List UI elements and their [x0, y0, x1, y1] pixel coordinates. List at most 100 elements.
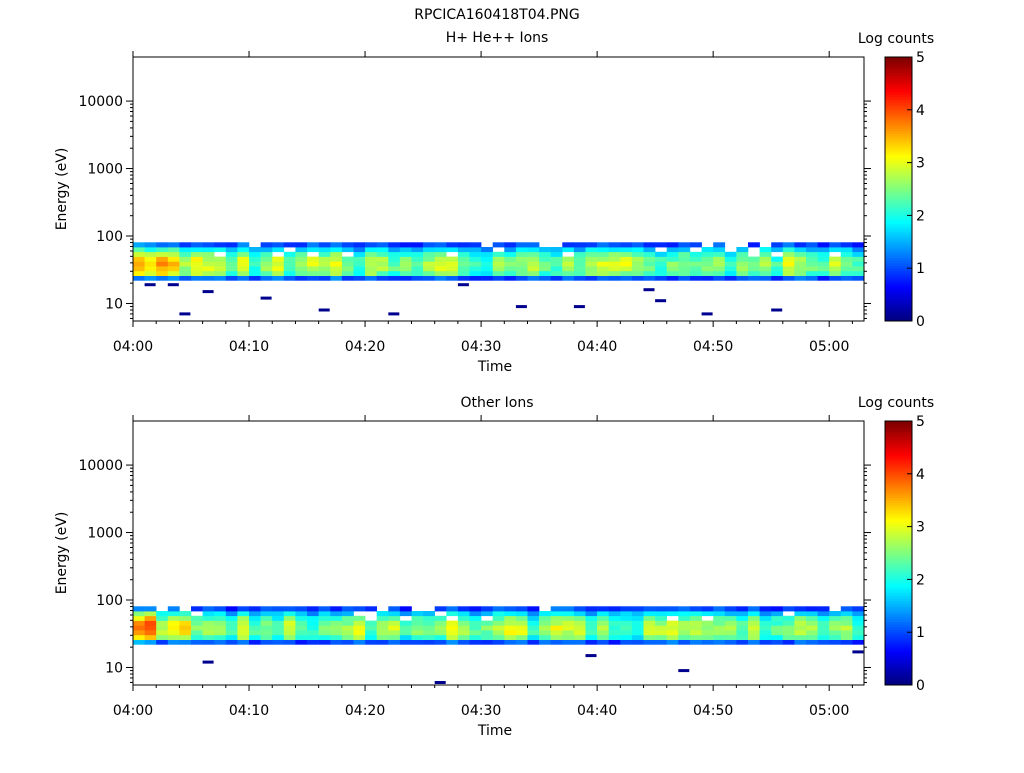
- heatmap-cell: [759, 639, 772, 645]
- colorbar-step: [885, 529, 912, 533]
- colorbar-step: [885, 513, 912, 517]
- heatmap-cell: [133, 606, 145, 612]
- colorbar-step: [885, 648, 912, 652]
- heatmap-cell: [318, 639, 331, 645]
- plot-frame: [132, 56, 865, 322]
- heatmap-cell: [504, 625, 517, 631]
- heatmap-cell: [434, 625, 447, 631]
- heatmap-cell: [214, 611, 227, 617]
- heatmap-cell: [852, 270, 865, 276]
- heatmap-cell: [748, 630, 760, 636]
- heatmap-cell: [260, 275, 273, 281]
- colorbar-step: [885, 655, 912, 659]
- heatmap-cell: [620, 606, 633, 612]
- heatmap-cell: [806, 639, 818, 645]
- heatmap-cell: [573, 261, 586, 267]
- heatmap-cell: [341, 247, 354, 253]
- heatmap-cell: [434, 256, 447, 262]
- heatmap-cell: [736, 256, 749, 262]
- heatmap-cell: [295, 247, 308, 253]
- heatmap-cell: [852, 611, 865, 617]
- heatmap-cell: [690, 630, 702, 636]
- heatmap-cell: [782, 606, 795, 612]
- heatmap-cell: [608, 242, 621, 248]
- heatmap-cell: [283, 634, 296, 640]
- heatmap-cell: [794, 266, 807, 272]
- y-tick-label: 10: [105, 296, 123, 312]
- heatmap-cell: [457, 611, 470, 617]
- heatmap-cell: [643, 630, 656, 636]
- heatmap-cell: [643, 606, 656, 612]
- heatmap-cell: [179, 275, 192, 281]
- heatmap-cell: [365, 620, 377, 626]
- heatmap-cell: [620, 620, 633, 626]
- heatmap-cell: [631, 625, 644, 631]
- colorbar-step: [885, 223, 912, 227]
- colorbar-step: [885, 72, 912, 76]
- heatmap-cell: [620, 634, 633, 640]
- heatmap-cell: [411, 251, 424, 257]
- heatmap-cell: [457, 261, 470, 267]
- heatmap-cell: [260, 634, 273, 640]
- colorbar-step: [885, 518, 912, 522]
- heatmap-cell: [457, 625, 470, 631]
- heatmap-cell: [806, 620, 818, 626]
- heatmap-cell: [748, 620, 760, 626]
- colorbar-step: [885, 611, 912, 615]
- heatmap-cell: [504, 634, 517, 640]
- heatmap-cell: [573, 611, 586, 617]
- heatmap-cell: [167, 625, 180, 631]
- heatmap-cell: [341, 634, 354, 640]
- heatmap-cell: [597, 266, 609, 272]
- heatmap-cell: [144, 270, 157, 276]
- heatmap-cell: [446, 634, 459, 640]
- heatmap-cell: [736, 611, 749, 617]
- heatmap-cell: [295, 275, 308, 281]
- heatmap-cell: [307, 639, 319, 645]
- heatmap-cell: [759, 630, 772, 636]
- heatmap-cell: [376, 625, 389, 631]
- heatmap-cell: [156, 625, 169, 631]
- heatmap-cell: [144, 634, 157, 640]
- heatmap-cell: [492, 615, 505, 621]
- colorbar-step: [885, 130, 912, 134]
- colorbar-step: [885, 645, 912, 649]
- heatmap-cell: [434, 270, 447, 276]
- heatmap-cell: [353, 630, 366, 636]
- heatmap-cell: [156, 630, 169, 636]
- heatmap-cell: [295, 615, 308, 621]
- heatmap-cell: [550, 639, 563, 645]
- heatmap-cell: [597, 611, 609, 617]
- heatmap-cell: [481, 606, 493, 612]
- heatmap-cell: [260, 615, 273, 621]
- heatmap-cell: [573, 242, 586, 248]
- heatmap-cell: [457, 270, 470, 276]
- heatmap-cell: [759, 247, 772, 253]
- colorbar-step: [885, 86, 912, 90]
- heatmap-cell: [156, 634, 169, 640]
- heatmap-cell: [608, 606, 621, 612]
- heatmap-cell: [492, 275, 505, 281]
- heatmap-cell: [376, 270, 389, 276]
- heatmap-cell: [736, 275, 749, 281]
- heatmap-cell: [724, 611, 737, 617]
- heatmap-cell: [237, 242, 250, 248]
- sparse-point: [434, 681, 446, 684]
- heatmap-cell: [515, 270, 528, 276]
- heatmap-cell: [214, 620, 227, 626]
- heatmap-cell: [550, 611, 563, 617]
- heatmap-cell: [272, 620, 285, 626]
- heatmap-cell: [782, 639, 795, 645]
- heatmap-cell: [643, 275, 656, 281]
- heatmap-cell: [515, 611, 528, 617]
- colorbar-tick-label: 3: [916, 156, 925, 172]
- heatmap-cell: [388, 634, 401, 640]
- heatmap-cell: [481, 247, 493, 253]
- heatmap-cell: [179, 634, 192, 640]
- heatmap-cell: [399, 625, 412, 631]
- colorbar-step: [885, 545, 912, 549]
- heatmap-cell: [283, 611, 296, 617]
- colorbar-step: [885, 421, 912, 425]
- heatmap-cell: [515, 251, 528, 257]
- heatmap-cell: [608, 261, 621, 267]
